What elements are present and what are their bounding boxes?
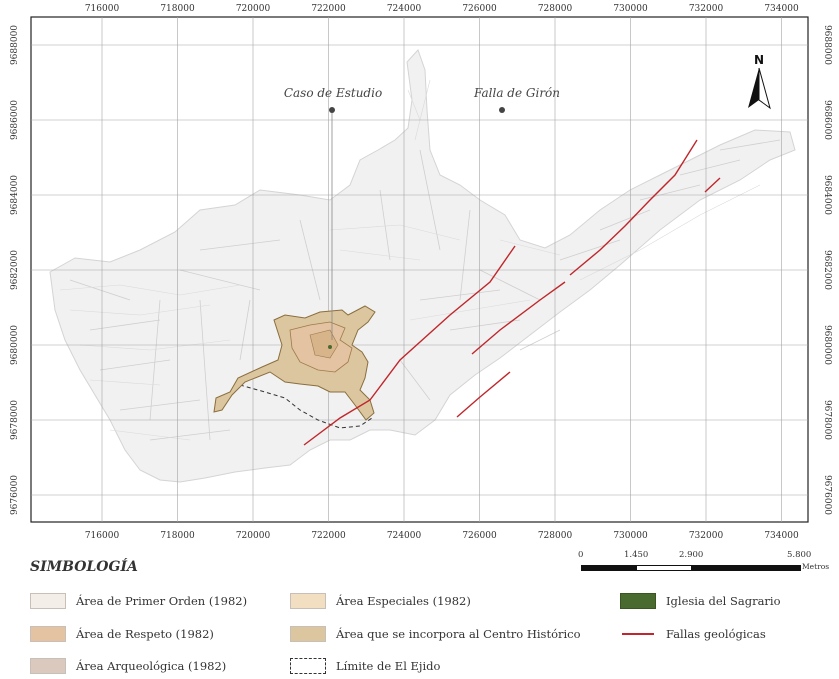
urban-area — [49, 49, 796, 483]
legend-item-arqueologica: Área Arqueológica (1982) — [30, 656, 226, 676]
fault-line-main — [303, 245, 516, 446]
north-arrow: N — [748, 53, 771, 110]
y-tick-label-right: 9684000 — [822, 175, 832, 215]
legend-swatch-primer-orden — [30, 593, 66, 609]
y-tick-label-left: 9684000 — [10, 175, 20, 215]
legend-item-especiales: Área Especiales (1982) — [290, 591, 471, 611]
y-tick-label-right: 9678000 — [822, 400, 832, 440]
legend-swatch-fallas — [620, 626, 656, 642]
x-tick-label-bottom: 724000 — [387, 531, 422, 541]
y-tick-label-right: 9680000 — [822, 325, 832, 365]
y-tick-label-left: 9676000 — [10, 475, 20, 515]
iglesia-sagrario-marker — [328, 345, 332, 349]
y-tick-label-left: 9688000 — [10, 25, 20, 65]
y-tick-label-left: 9678000 — [10, 400, 20, 440]
ejido-limit — [239, 384, 373, 429]
urban-footprint — [49, 49, 796, 483]
x-axis-bottom-ticks: 716000 718000 720000 722000 724000 726000 7280… — [85, 531, 799, 541]
x-tick-label-bottom: 734000 — [764, 531, 799, 541]
legend-swatch-incorporada — [290, 626, 326, 642]
fault-line-east — [471, 281, 566, 355]
legend-label-fallas: Fallas geológicas — [666, 627, 766, 641]
north-arrow-left-icon — [748, 68, 759, 108]
x-tick-label-bottom: 730000 — [613, 531, 648, 541]
scale-bar-segment-1 — [581, 565, 638, 571]
legend-swatch-sagrario — [620, 593, 656, 609]
y-tick-label-right: 9676000 — [822, 475, 832, 515]
scale-label-0: 0 — [578, 550, 584, 560]
place-markers: Caso de Estudio Falla de Girón — [284, 86, 560, 340]
scale-unit: Metros — [802, 562, 830, 571]
legend-swatch-especiales — [290, 593, 326, 609]
north-arrow-right-icon — [758, 67, 771, 110]
x-tick-label-bottom: 726000 — [462, 531, 497, 541]
falla-giron-label: Falla de Girón — [473, 86, 560, 100]
legend-label-especiales: Área Especiales (1982) — [336, 594, 471, 608]
x-tick-label-top: 728000 — [538, 4, 573, 14]
scale-label-1: 1.450 — [624, 550, 649, 560]
scale-label-3: 5.800 — [787, 550, 812, 560]
urban-texture-fine — [59, 79, 761, 441]
y-tick-label-right: 9688000 — [822, 25, 832, 65]
legend-item-sagrario: Iglesia del Sagrario — [620, 591, 781, 611]
legend-item-primer-orden: Área de Primer Orden (1982) — [30, 591, 247, 611]
legend-swatch-ejido — [290, 658, 326, 674]
x-tick-label-top: 718000 — [160, 4, 195, 14]
x-tick-label-bottom: 728000 — [538, 531, 573, 541]
y-axis-left-ticks: 9688000 9686000 9684000 9682000 9680000 96780… — [10, 25, 20, 515]
y-tick-label-left: 9682000 — [10, 250, 20, 290]
scale-label-2: 2.900 — [679, 550, 704, 560]
fault-line-northeast — [704, 177, 721, 193]
legend-swatch-respeto — [30, 626, 66, 642]
y-tick-label-right: 9686000 — [822, 100, 832, 140]
falla-giron-dot — [499, 107, 505, 113]
legend-item-ejido: Límite de El Ejido — [290, 656, 440, 676]
legend-label-incorporada: Área que se incorpora al Centro Históric… — [336, 627, 581, 641]
legend-label-primer-orden: Área de Primer Orden (1982) — [76, 594, 248, 608]
legend-title: SIMBOLOGÍA — [30, 559, 138, 575]
x-tick-label-bottom: 716000 — [85, 531, 120, 541]
area-primer-orden-polygon — [309, 329, 339, 359]
legend-label-arqueologica: Área Arqueológica (1982) — [76, 659, 227, 673]
x-tick-label-top: 722000 — [311, 4, 346, 14]
x-axis-top-ticks: 716000 718000 720000 722000 724000 726000 7280… — [85, 4, 799, 14]
legend-label-sagrario: Iglesia del Sagrario — [666, 594, 781, 608]
x-tick-label-top: 720000 — [236, 4, 271, 14]
centro-historico — [213, 305, 376, 421]
y-tick-label-right: 9682000 — [822, 250, 832, 290]
x-tick-label-bottom: 732000 — [689, 531, 724, 541]
y-tick-label-left: 9686000 — [10, 100, 20, 140]
y-axis-right-ticks: 9688000 9686000 9684000 9682000 9680000 96780… — [822, 25, 832, 515]
x-tick-label-bottom: 722000 — [311, 531, 346, 541]
fault-line-south — [456, 371, 511, 418]
scale-bar-segment-3 — [691, 565, 801, 571]
x-tick-label-top: 734000 — [764, 4, 799, 14]
caso-estudio-label: Caso de Estudio — [284, 86, 382, 100]
legend-item-fallas: Fallas geológicas — [620, 624, 766, 644]
y-tick-label-left: 9680000 — [10, 325, 20, 365]
x-tick-label-top: 732000 — [689, 4, 724, 14]
x-tick-label-top: 716000 — [85, 4, 120, 14]
x-tick-label-top: 724000 — [387, 4, 422, 14]
legend-label-respeto: Área de Respeto (1982) — [76, 627, 214, 641]
geological-faults — [303, 139, 721, 446]
fault-line-north — [569, 139, 698, 276]
north-label: N — [754, 53, 764, 67]
legend-item-incorporada: Área que se incorpora al Centro Históric… — [290, 624, 581, 644]
x-tick-label-top: 730000 — [613, 4, 648, 14]
caso-estudio-dot — [329, 107, 335, 113]
urban-texture — [69, 139, 781, 441]
x-tick-label-bottom: 718000 — [160, 531, 195, 541]
legend-swatch-arqueologica — [30, 658, 66, 674]
x-tick-label-bottom: 720000 — [236, 531, 271, 541]
legend-item-respeto: Área de Respeto (1982) — [30, 624, 214, 644]
x-tick-label-top: 726000 — [462, 4, 497, 14]
coordinate-grid — [31, 17, 808, 522]
legend-label-ejido: Límite de El Ejido — [336, 659, 441, 673]
scale-bar-segment-2 — [636, 565, 693, 571]
